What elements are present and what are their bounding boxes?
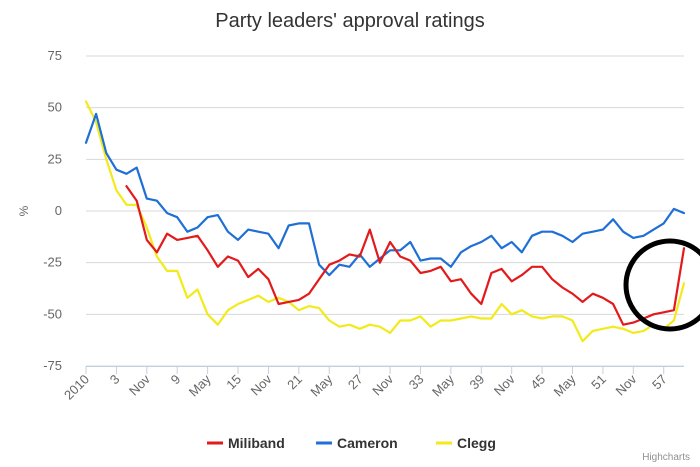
x-tick-label: May — [307, 371, 335, 399]
x-tick-label: 15 — [223, 372, 244, 393]
legend: Miliband Cameron Clegg — [207, 435, 496, 451]
x-tick-label: 45 — [527, 372, 548, 393]
x-tick-label: 51 — [588, 372, 609, 393]
x-tick-label: May — [186, 371, 214, 399]
legend-label-cameron[interactable]: Cameron — [337, 435, 398, 451]
series-lines — [84, 100, 686, 343]
x-tick-label: 21 — [284, 372, 305, 393]
x-tick-label: Nov — [491, 371, 518, 398]
x-tick-label: 3 — [107, 372, 123, 388]
x-tick-label: 27 — [345, 372, 366, 393]
y-tick-label: 50 — [48, 100, 62, 115]
x-tick-label: Nov — [126, 371, 153, 398]
x-tick-label: 33 — [406, 372, 427, 393]
gridlines — [86, 55, 684, 367]
y-axis-labels: -75 -50 -25 0 25 50 75 — [43, 48, 62, 373]
x-tick-label: 9 — [168, 372, 184, 388]
x-tick-label: Nov — [248, 371, 275, 398]
x-tick-label: 57 — [649, 372, 670, 393]
x-tick-label: 2010 — [61, 372, 92, 403]
legend-label-clegg[interactable]: Clegg — [457, 435, 496, 451]
x-axis: 2010 3 Nov 9 May 15 Nov 21 May 27 Nov 33 May 39 Nov 45 M… — [61, 366, 684, 403]
y-tick-label: -75 — [43, 358, 62, 373]
y-tick-label: -25 — [43, 255, 62, 270]
y-tick-label: 75 — [48, 48, 62, 63]
chart-title: Party leaders' approval ratings — [215, 10, 485, 32]
x-tick-label: May — [551, 371, 579, 399]
x-tick-label: Nov — [612, 371, 639, 398]
x-tick-label: Nov — [369, 371, 396, 398]
x-tick-label: 39 — [467, 372, 488, 393]
legend-label-miliband[interactable]: Miliband — [228, 435, 285, 451]
series-line-miliband[interactable] — [125, 185, 686, 326]
credits-label[interactable]: Highcharts — [642, 452, 690, 463]
y-axis-title: % — [17, 205, 31, 216]
series-line-clegg[interactable] — [84, 100, 686, 343]
y-tick-label: 25 — [48, 151, 62, 166]
y-tick-label: -50 — [43, 306, 62, 321]
y-tick-label: 0 — [55, 203, 62, 218]
highlight-circle — [623, 238, 700, 332]
x-tick-label: May — [429, 371, 457, 399]
